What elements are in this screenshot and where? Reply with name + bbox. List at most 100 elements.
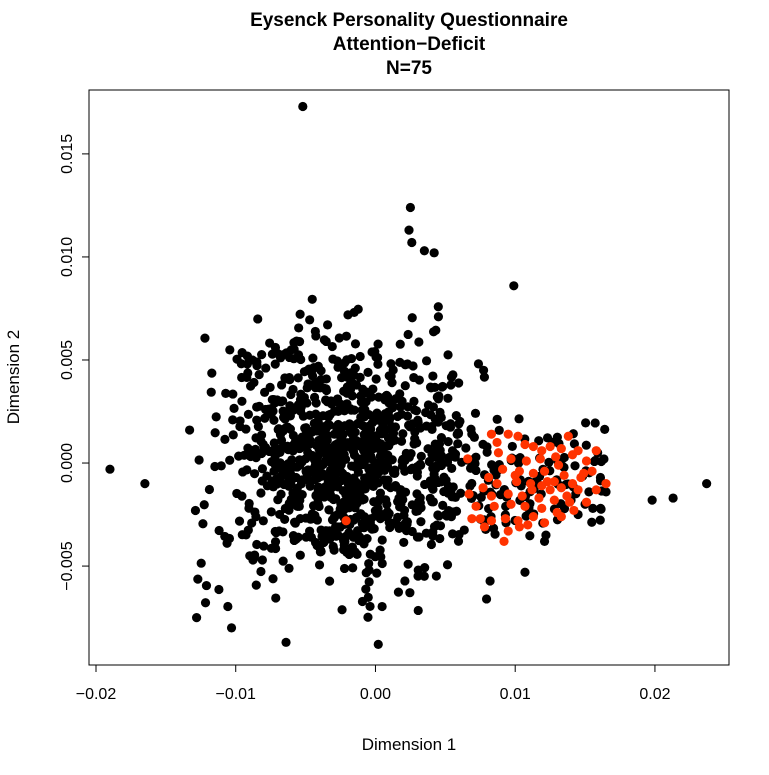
data-point	[228, 389, 238, 399]
data-point	[344, 527, 354, 538]
data-point	[397, 396, 407, 406]
data-point	[332, 356, 342, 366]
data-point	[305, 315, 315, 325]
data-point	[362, 433, 373, 443]
data-point	[431, 325, 441, 335]
data-point	[342, 471, 352, 482]
data-point	[323, 320, 333, 330]
x-axis-label: Dimension 1	[362, 735, 457, 754]
data-point	[419, 571, 429, 581]
data-points	[105, 101, 712, 649]
data-point	[356, 391, 366, 401]
data-point	[266, 507, 276, 517]
data-point	[302, 383, 312, 393]
highlighted-data-point	[520, 501, 530, 511]
data-point	[413, 417, 423, 427]
data-point	[447, 529, 458, 539]
data-point	[308, 353, 318, 363]
data-point	[410, 427, 420, 437]
highlighted-data-point	[567, 450, 578, 460]
data-point	[544, 457, 554, 467]
data-point	[278, 556, 288, 566]
data-point	[367, 347, 377, 357]
data-point	[370, 506, 380, 516]
data-point	[288, 430, 299, 441]
data-point	[446, 380, 456, 390]
data-point	[322, 442, 332, 452]
highlighted-data-point	[492, 437, 502, 448]
data-point	[435, 407, 445, 417]
data-point	[332, 438, 343, 449]
data-point	[340, 537, 350, 547]
data-point	[407, 526, 417, 537]
data-point	[298, 101, 308, 112]
data-point	[465, 463, 476, 473]
highlighted-data-point	[521, 456, 531, 466]
data-point	[220, 434, 230, 444]
data-point	[252, 361, 262, 371]
data-point	[461, 443, 471, 453]
data-point	[485, 576, 495, 586]
data-point	[220, 531, 230, 542]
data-point	[284, 408, 294, 418]
data-point	[211, 412, 221, 422]
highlighted-data-point	[545, 485, 555, 495]
data-point	[348, 563, 358, 573]
highlighted-data-point	[503, 526, 513, 536]
highlighted-data-point	[513, 431, 523, 441]
data-point	[314, 444, 324, 455]
data-point	[214, 525, 224, 536]
highlighted-data-point	[528, 468, 538, 478]
data-point	[347, 542, 357, 552]
data-point	[427, 424, 437, 434]
data-point	[261, 404, 271, 415]
data-point	[226, 623, 237, 633]
data-point	[258, 439, 268, 449]
data-point	[398, 429, 408, 439]
data-point	[342, 355, 352, 365]
data-point	[478, 365, 489, 375]
data-point	[403, 559, 413, 569]
data-point	[265, 382, 275, 392]
data-point	[310, 383, 321, 393]
data-point	[251, 453, 261, 463]
data-point	[349, 473, 359, 483]
data-point	[257, 350, 267, 360]
data-point	[295, 440, 305, 450]
data-point	[361, 584, 371, 594]
data-point	[539, 536, 550, 546]
data-point	[443, 350, 453, 360]
data-point	[345, 404, 356, 414]
data-point	[426, 539, 437, 550]
data-point	[399, 537, 409, 548]
data-point	[281, 637, 291, 647]
data-point	[371, 415, 381, 425]
data-point	[349, 307, 359, 318]
data-point	[372, 497, 383, 507]
data-point	[194, 455, 204, 465]
highlighted-data-point	[539, 466, 550, 476]
highlighted-data-point	[486, 429, 497, 439]
data-point	[406, 448, 416, 459]
data-point	[332, 467, 343, 478]
highlighted-data-point	[553, 460, 564, 470]
highlighted-data-point	[506, 499, 516, 509]
data-point	[254, 370, 264, 380]
highlighted-data-point	[537, 481, 547, 491]
data-point	[225, 455, 235, 465]
data-point	[276, 435, 287, 445]
data-point	[249, 469, 260, 479]
data-point	[200, 598, 211, 608]
data-point	[316, 489, 326, 499]
data-point	[204, 484, 215, 495]
data-point	[395, 339, 405, 349]
chart-title-line-1: Eysenck Personality Questionnaire	[250, 10, 568, 31]
data-point	[414, 375, 424, 385]
data-point	[325, 576, 335, 586]
y-axis-label: Dimension 2	[4, 330, 23, 425]
data-point	[339, 496, 350, 507]
data-point	[447, 463, 457, 473]
plot-frame	[88, 89, 730, 666]
data-point	[210, 428, 220, 438]
data-point	[482, 447, 492, 457]
